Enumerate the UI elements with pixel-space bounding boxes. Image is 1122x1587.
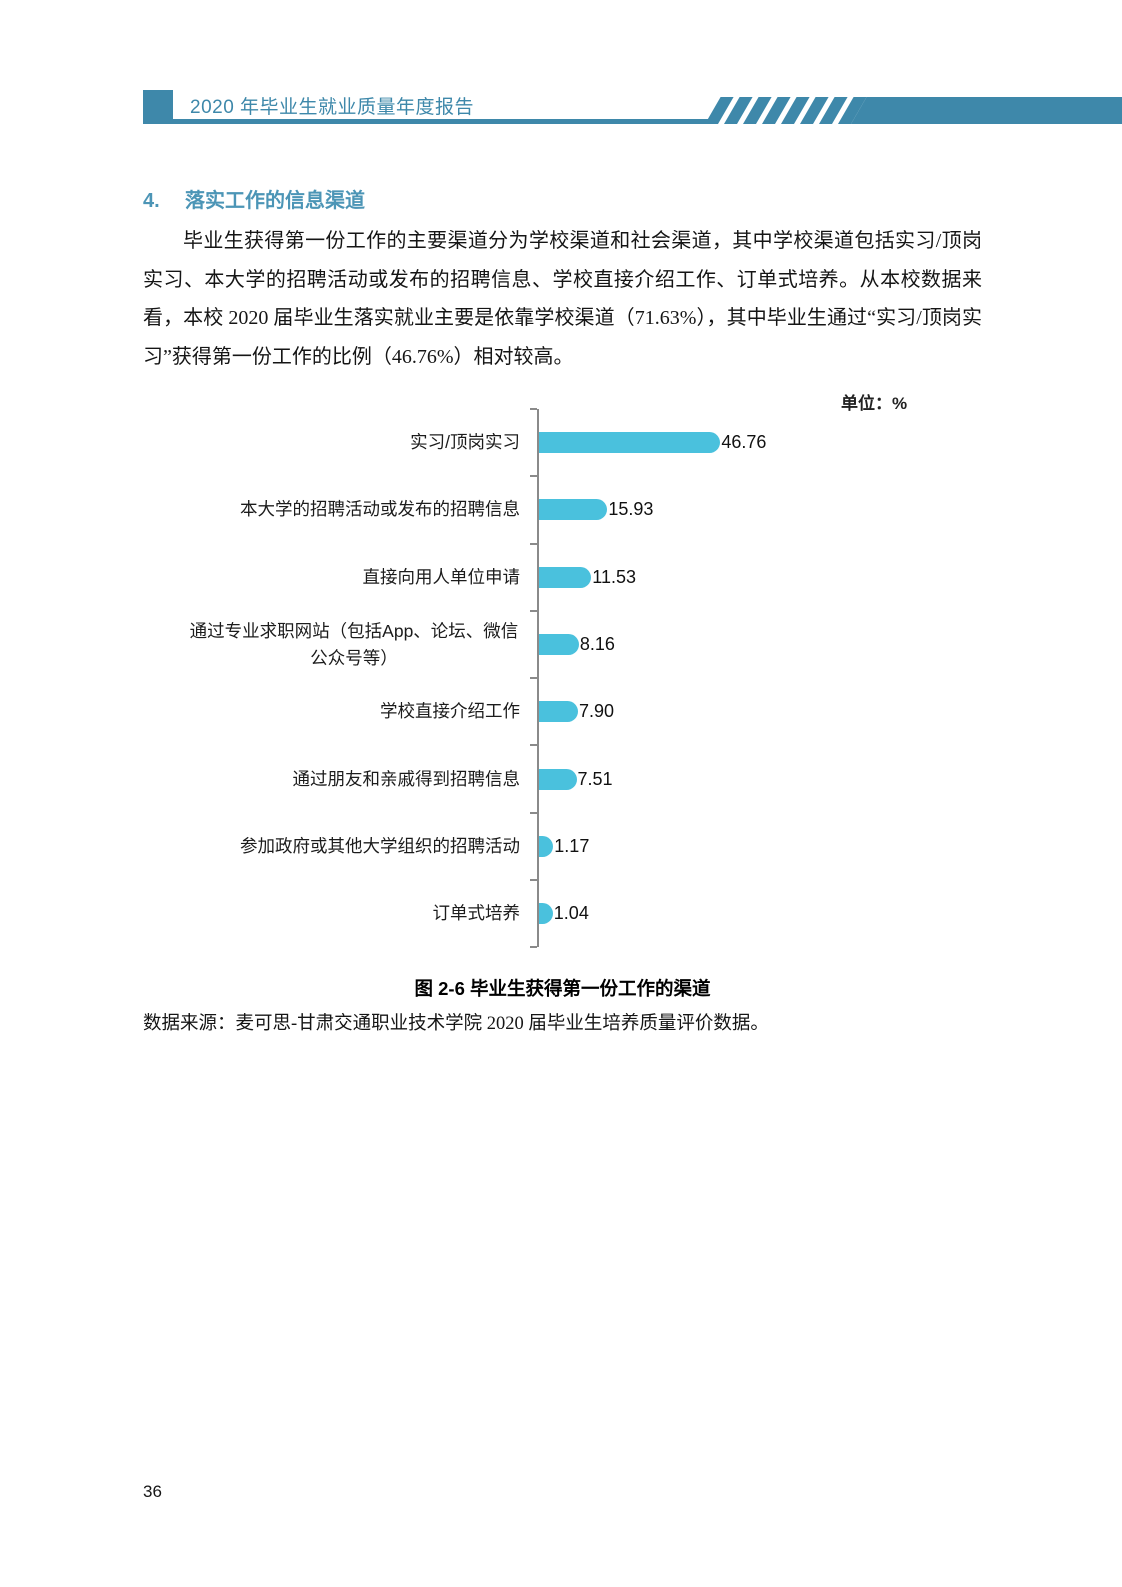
bar-chart-figure: 单位：% 实习/顶岗实习 46.76 本大学的招聘活动或发布的招聘信息 15.9… [143,388,980,950]
bar-cell: 7.90 [530,678,980,747]
bar [539,499,608,521]
category-label-cell: 本大学的招聘活动或发布的招聘信息 [143,496,537,523]
bar [539,768,577,790]
bar [539,566,592,588]
category-label: 通过朋友和亲戚得到招聘信息 [292,768,521,789]
category-label: 参加政府或其他大学组织的招聘活动 [240,835,520,856]
header-stripes-decoration [705,97,867,124]
value-label: 8.16 [579,634,615,655]
value-label: 46.76 [721,432,767,453]
header-accent-square [143,90,173,123]
bar [539,634,579,656]
bar-cell: 15.93 [530,476,980,545]
header-title: 2020 年毕业生就业质量年度报告 [190,97,475,118]
bar-cell: 8.16 [530,610,980,680]
value-label: 1.04 [553,903,589,924]
section-heading: 4. 落实工作的信息渠道 [143,184,365,213]
category-label: 订单式培养 [432,903,521,924]
body-paragraph: 毕业生获得第一份工作的主要渠道分为学校渠道和社会渠道，其中学校渠道包括实习/顶岗… [143,230,982,368]
bar-cell: 1.17 [530,812,980,882]
value-label: 1.17 [554,835,590,856]
chart-row: 直接向用人单位申请 11.53 [143,543,980,613]
data-source-note: 数据来源：麦可思-甘肃交通职业技术学院 2020 届毕业生培养质量评价数据。 [143,1014,769,1034]
value-label: 7.51 [577,768,613,789]
header-band-decoration [851,97,1122,124]
bar [539,835,554,857]
chart-row: 本大学的招聘活动或发布的招聘信息 15.93 [143,476,980,545]
category-label-cell: 通过专业求职网站（包括App、论坛、微信公众号等） [143,618,537,672]
value-label: 15.93 [608,499,654,520]
bar-cell: 46.76 [530,407,980,478]
bar [539,432,721,454]
chart-rows: 实习/顶岗实习 46.76 本大学的招聘活动或发布的招聘信息 15.93 直接向… [143,407,980,949]
category-label-cell: 通过朋友和亲戚得到招聘信息 [143,766,537,793]
chart-row: 学校直接介绍工作 7.90 [143,678,980,747]
chart-row: 实习/顶岗实习 46.76 [143,407,980,478]
chart-unit-label: 单位：% [841,394,908,413]
category-label-cell: 订单式培养 [143,900,537,927]
category-label: 直接向用人单位申请 [362,566,521,587]
section-title: 落实工作的信息渠道 [185,190,365,212]
bar [539,903,553,925]
category-label: 本大学的招聘活动或发布的招聘信息 [240,499,520,520]
category-label-cell: 实习/顶岗实习 [143,429,537,456]
bar [539,701,578,723]
bar-cell: 1.04 [530,880,980,949]
category-label: 实习/顶岗实习 [410,432,520,453]
chart-row: 通过朋友和亲戚得到招聘信息 7.51 [143,745,980,815]
category-label-cell: 直接向用人单位申请 [143,564,537,591]
category-label: 学校直接介绍工作 [380,701,520,722]
chart-row: 订单式培养 1.04 [143,880,980,949]
page-number: 36 [143,1482,162,1501]
chart-row: 通过专业求职网站（包括App、论坛、微信公众号等） 8.16 [143,610,980,680]
bar-cell: 7.51 [530,745,980,815]
header-rule [143,119,715,124]
category-label: 通过专业求职网站（包括App、论坛、微信公众号等） [189,620,519,668]
value-label: 7.90 [579,701,615,722]
value-label: 11.53 [592,566,637,587]
chart-row: 参加政府或其他大学组织的招聘活动 1.17 [143,812,980,882]
category-label-cell: 学校直接介绍工作 [143,698,537,725]
figure-caption: 图 2-6 毕业生获得第一份工作的渠道 [414,978,711,999]
category-label-cell: 参加政府或其他大学组织的招聘活动 [143,833,537,860]
bar-cell: 11.53 [530,543,980,613]
section-number: 4. [143,190,160,212]
